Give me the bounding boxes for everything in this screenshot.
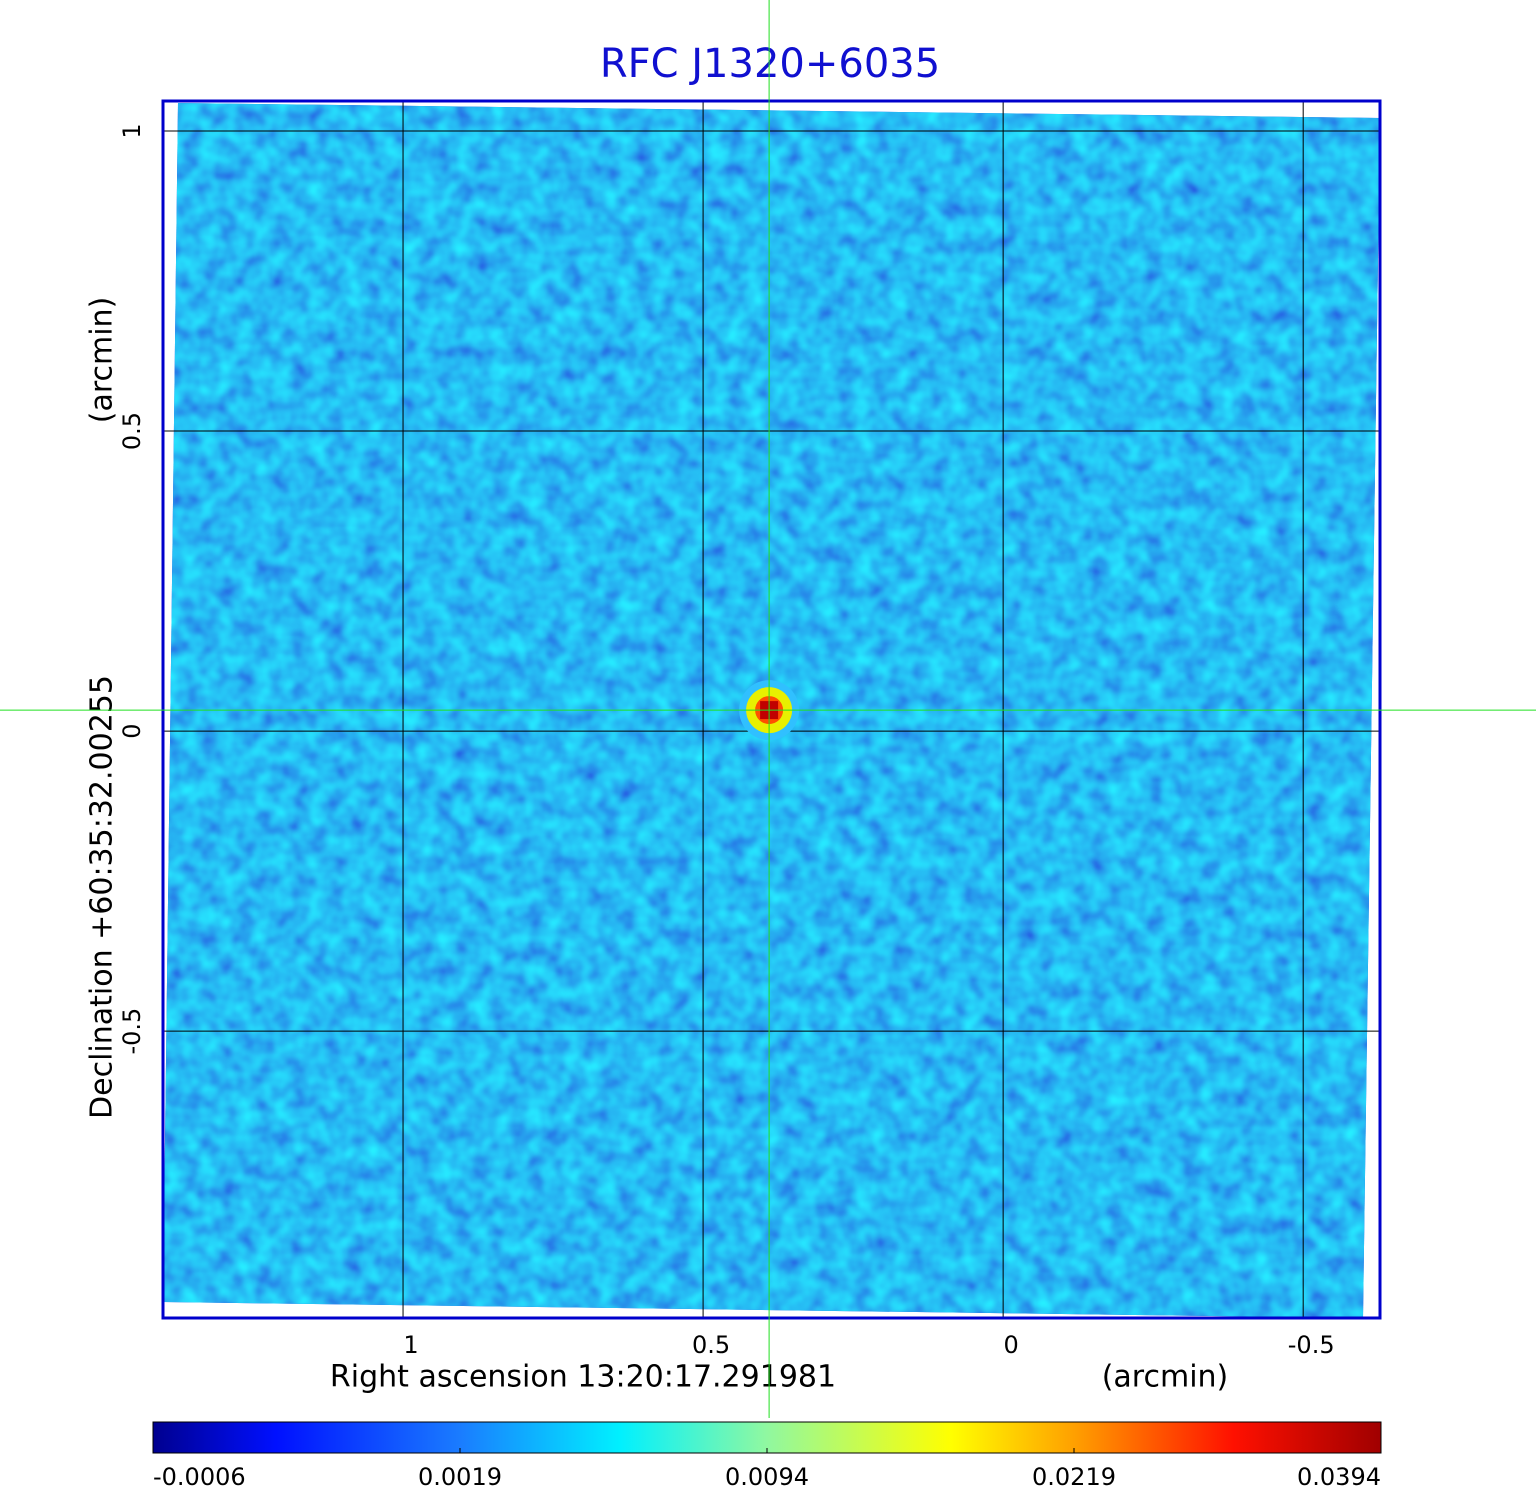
plot-frame bbox=[161, 99, 1382, 1320]
y-axis-label: Declination +60:35:32.00255 bbox=[85, 675, 120, 1119]
y-tick-label: 1 bbox=[118, 123, 146, 138]
colorbar-tick-label: 0.0394 bbox=[1297, 1463, 1381, 1491]
colorbar-tick-label: -0.0006 bbox=[153, 1463, 246, 1491]
colorbar-tick-label: 0.0019 bbox=[418, 1463, 502, 1491]
colorbar-tick-label: 0.0219 bbox=[1032, 1463, 1116, 1491]
colorbar bbox=[152, 1421, 1382, 1454]
chart-title: RFC J1320+6035 bbox=[600, 41, 940, 87]
y-tick-label: -0.5 bbox=[118, 1008, 146, 1055]
x-axis-unit: (arcmin) bbox=[1102, 1360, 1229, 1395]
x-axis-label: Right ascension 13:20:17.291981 bbox=[330, 1360, 836, 1395]
x-tick-label: 1 bbox=[403, 1331, 418, 1359]
x-tick-label: 0 bbox=[1003, 1331, 1018, 1359]
colorbar-tick-label: 0.0094 bbox=[725, 1463, 809, 1491]
x-tick-label: -0.5 bbox=[1288, 1331, 1335, 1359]
y-axis-unit: (arcmin) bbox=[85, 297, 120, 424]
y-tick-label: 0.5 bbox=[118, 412, 146, 450]
y-tick-label: 0 bbox=[118, 723, 146, 738]
x-tick-label: 0.5 bbox=[692, 1331, 730, 1359]
